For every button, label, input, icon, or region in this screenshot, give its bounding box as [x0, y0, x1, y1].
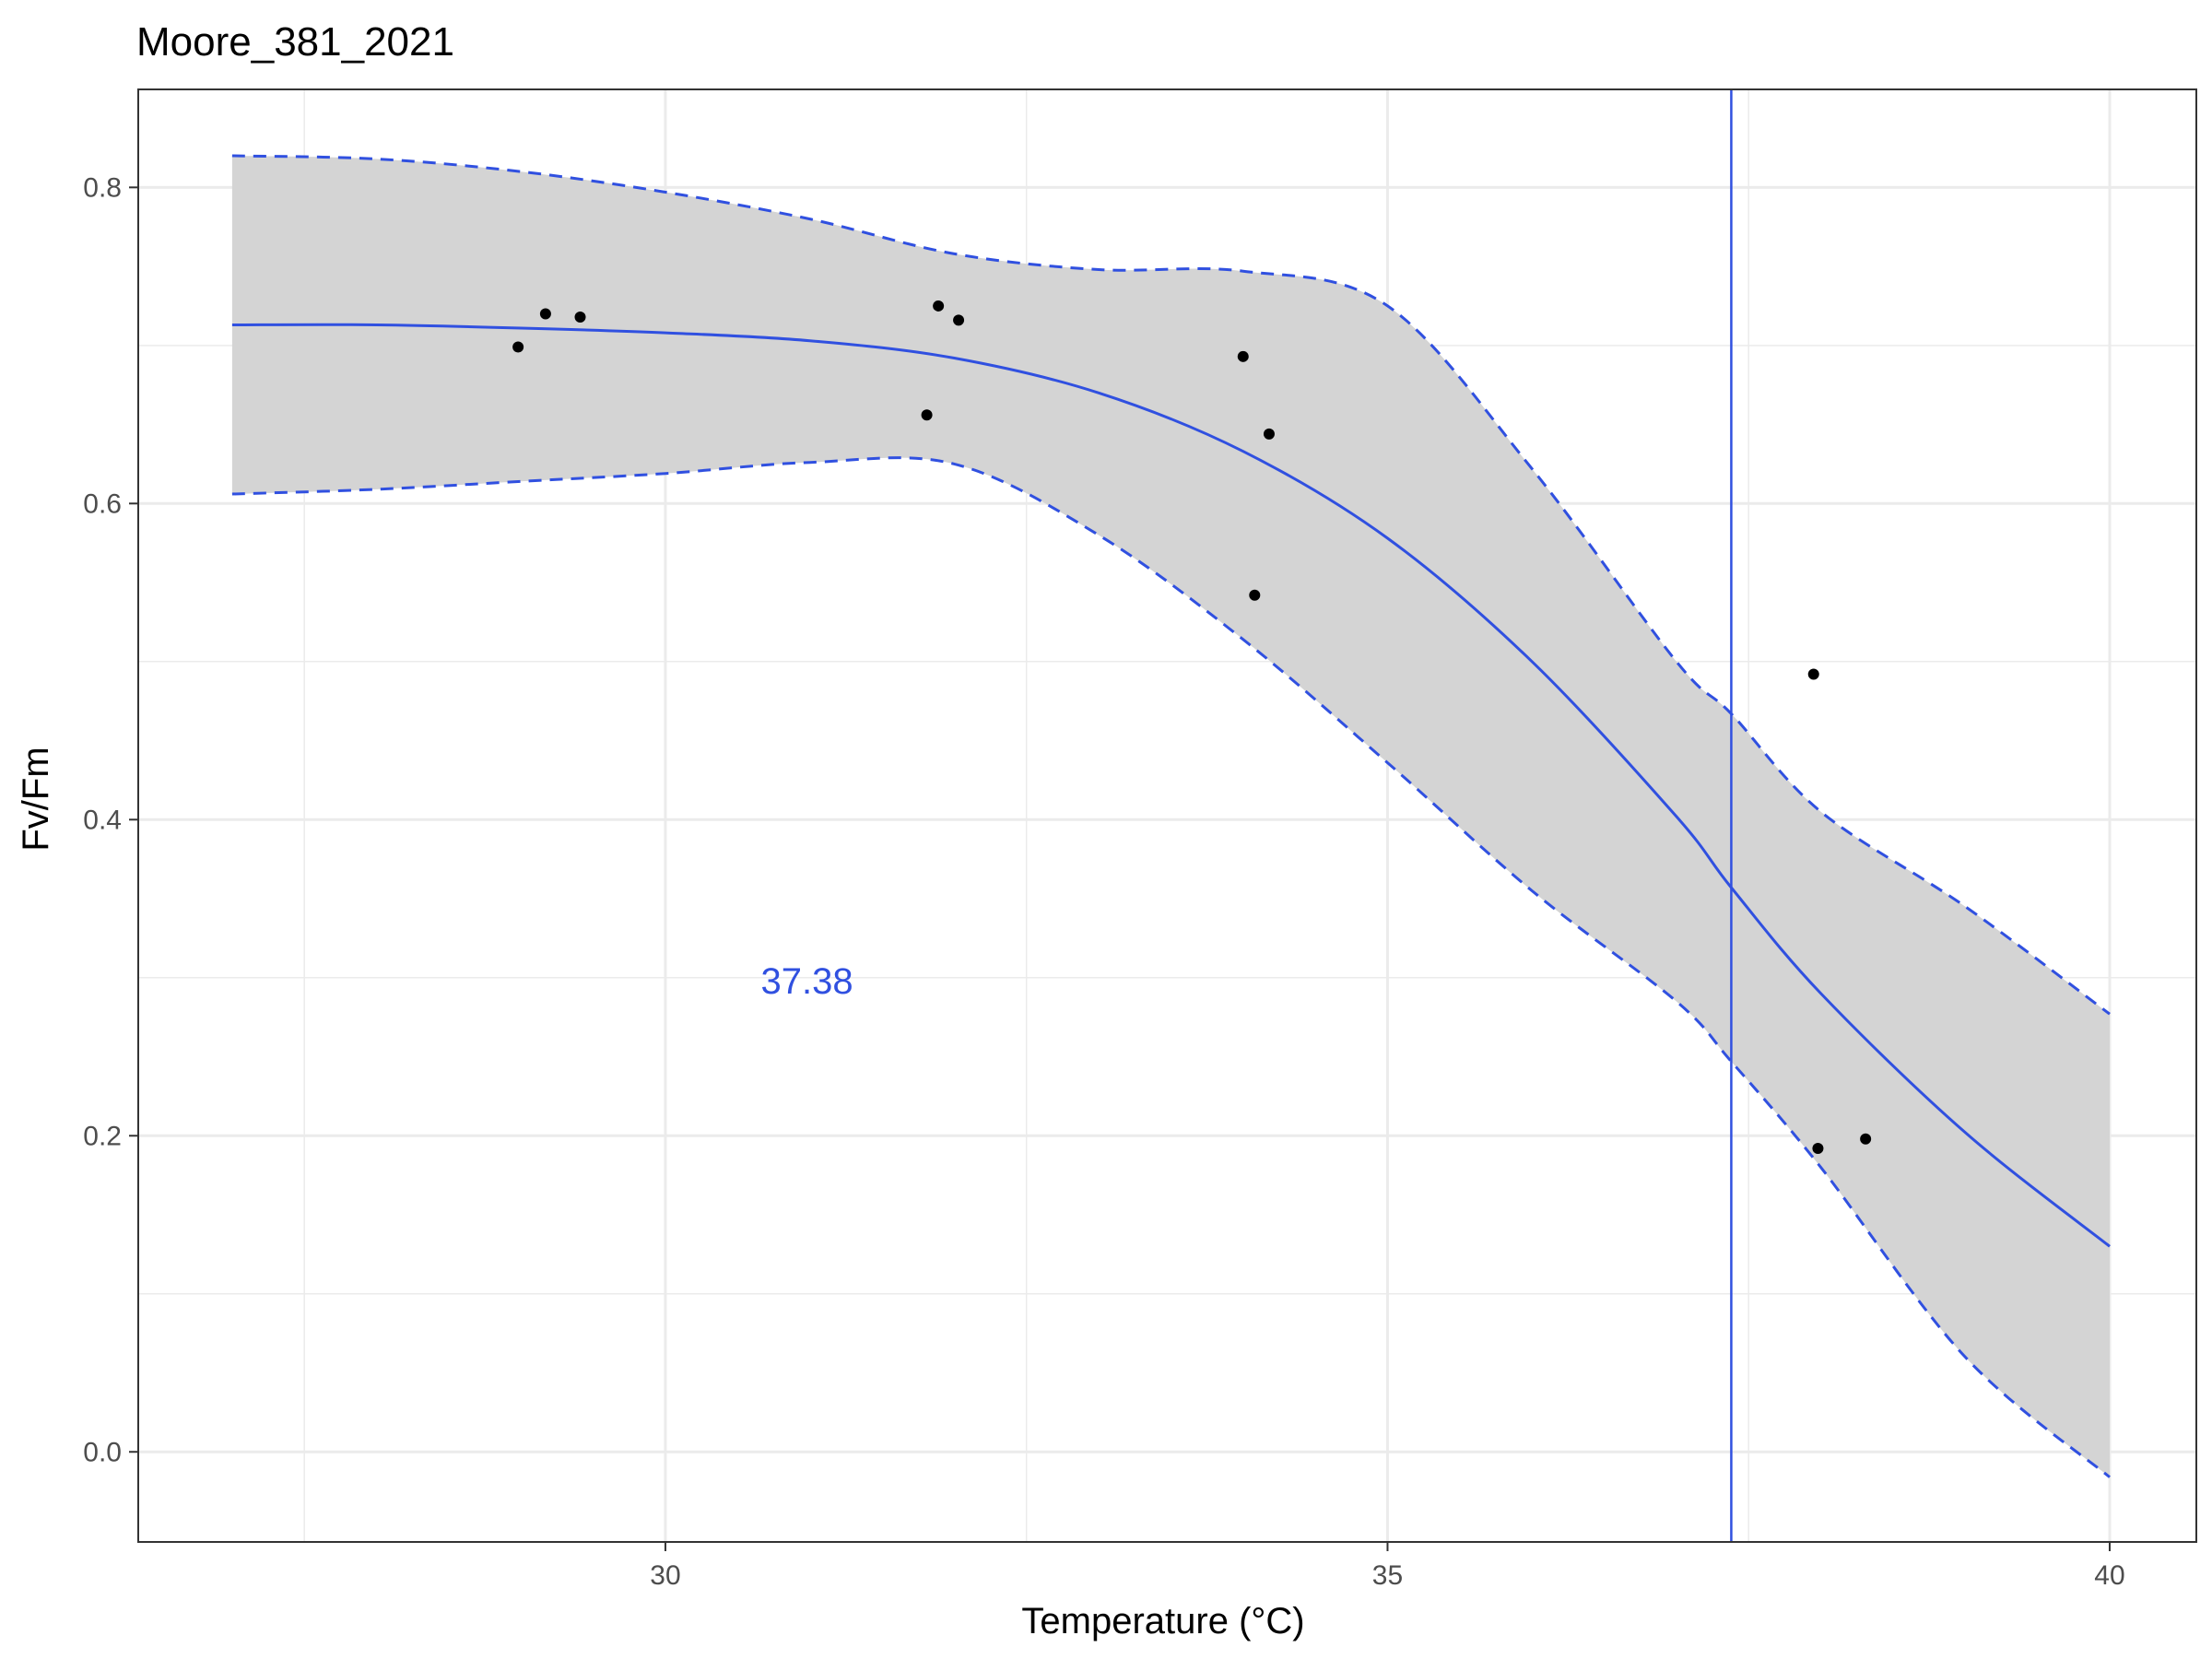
- data-point: [953, 314, 965, 326]
- y-tick-label: 0.2: [83, 1121, 122, 1151]
- x-axis: 30 35 40: [650, 1542, 2125, 1591]
- data-point: [1263, 428, 1275, 440]
- data-point: [1249, 589, 1261, 601]
- data-point: [539, 308, 551, 320]
- plot-panel-border: [137, 88, 2197, 1543]
- x-axis-title: Temperature (°C): [1021, 1601, 1304, 1641]
- fit-line: [231, 323, 2111, 1248]
- data-point: [1812, 1142, 1824, 1154]
- data-point: [574, 311, 586, 323]
- fit-lines: [231, 89, 2111, 1542]
- data-point: [921, 409, 933, 421]
- data-point: [1860, 1133, 1872, 1145]
- x-tick-label: 35: [1372, 1560, 1403, 1591]
- data-points: [512, 300, 1872, 1154]
- data-point: [933, 300, 945, 312]
- y-axis-title: Fv/Fm: [16, 747, 56, 851]
- data-point: [1807, 668, 1819, 680]
- chart-title: Moore_381_2021: [136, 19, 454, 65]
- annotations: 37.38: [760, 961, 853, 1002]
- data-point: [512, 341, 524, 353]
- y-tick-label: 0.4: [83, 805, 122, 835]
- y-axis: 0.0 0.2 0.4 0.6 0.8: [83, 172, 138, 1467]
- ci-lower-line: [231, 456, 2111, 1478]
- y-tick-label: 0.8: [83, 172, 122, 203]
- x-tick-label: 40: [2094, 1560, 2124, 1591]
- data-point: [1237, 350, 1249, 362]
- y-tick-label: 0.0: [83, 1437, 122, 1467]
- y-tick-label: 0.6: [83, 488, 122, 519]
- threshold-annotation: 37.38: [760, 961, 853, 1002]
- ci-upper-line: [231, 154, 2111, 1016]
- x-tick-label: 30: [650, 1560, 680, 1591]
